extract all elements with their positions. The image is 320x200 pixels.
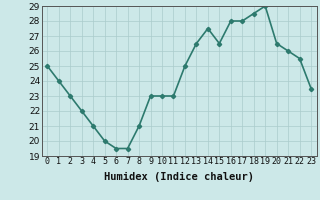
X-axis label: Humidex (Indice chaleur): Humidex (Indice chaleur) (104, 172, 254, 182)
